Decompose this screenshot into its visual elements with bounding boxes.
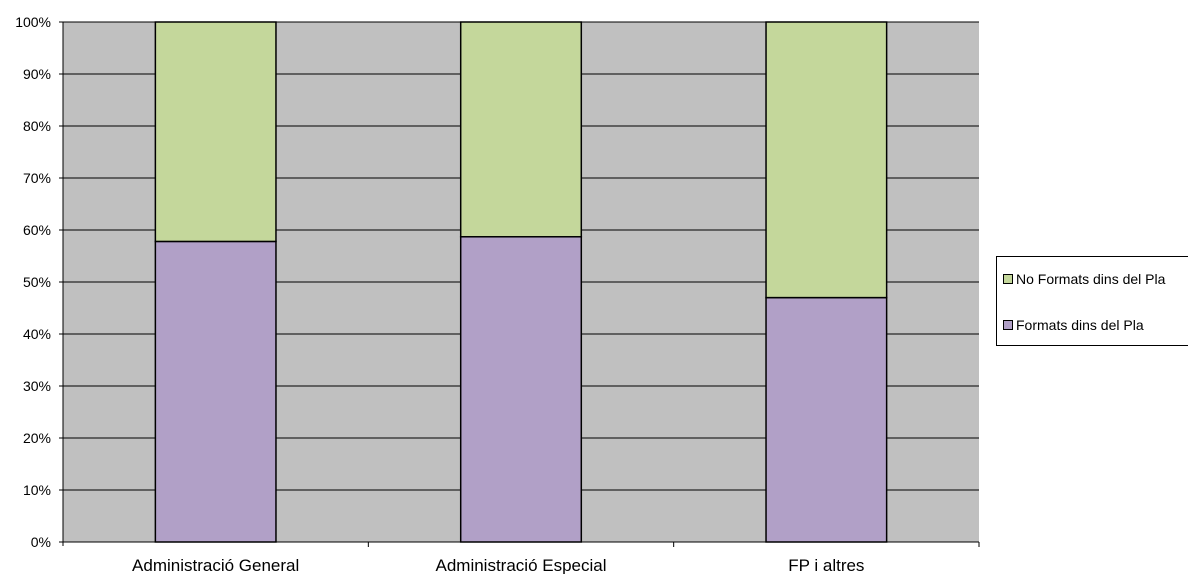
y-tick-label: 0% bbox=[31, 534, 51, 550]
x-category-label: Administració Especial bbox=[435, 556, 606, 574]
legend-label-no-formats: No Formats dins del Pla bbox=[1016, 271, 1166, 287]
y-tick-label: 60% bbox=[23, 222, 51, 238]
bar-formats bbox=[154, 240, 277, 543]
y-tick-label: 70% bbox=[23, 170, 51, 186]
y-tick-label: 30% bbox=[23, 378, 51, 394]
bar-no-formats bbox=[765, 21, 888, 299]
legend-swatch-no-formats bbox=[1003, 274, 1013, 284]
legend: No Formats dins del Pla Formats dins del… bbox=[996, 256, 1188, 346]
x-category-label: Administració General bbox=[132, 556, 299, 574]
legend-label-formats: Formats dins del Pla bbox=[1016, 317, 1144, 333]
y-tick-label: 80% bbox=[23, 118, 51, 134]
y-tick-label: 40% bbox=[23, 326, 51, 342]
y-tick-label: 50% bbox=[23, 274, 51, 290]
legend-swatch-formats bbox=[1003, 320, 1013, 330]
legend-item-formats: Formats dins del Pla bbox=[1003, 317, 1144, 333]
bar-no-formats bbox=[459, 21, 583, 238]
legend-item-no-formats: No Formats dins del Pla bbox=[1003, 271, 1165, 287]
bar-formats bbox=[765, 296, 888, 543]
x-category-label: FP i altres bbox=[788, 556, 864, 574]
bar-formats bbox=[459, 236, 583, 543]
bar-no-formats bbox=[154, 21, 277, 243]
y-tick-label: 20% bbox=[23, 430, 51, 446]
y-tick-label: 90% bbox=[23, 66, 51, 82]
y-tick-label: 10% bbox=[23, 482, 51, 498]
y-tick-label: 100% bbox=[15, 14, 51, 30]
